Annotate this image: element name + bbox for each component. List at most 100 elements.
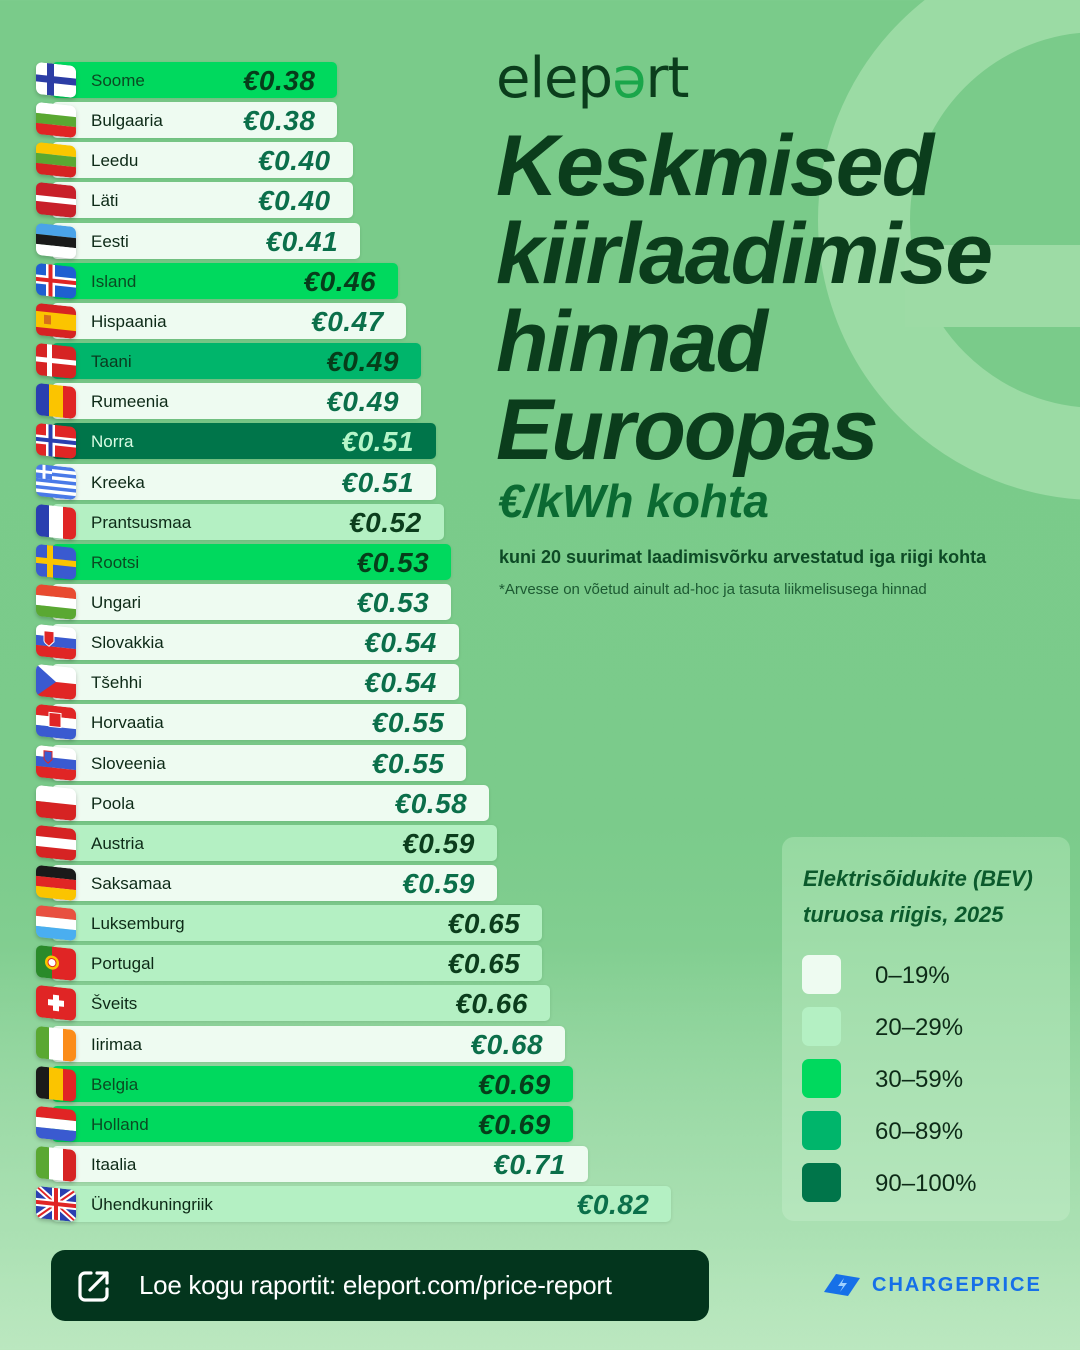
flag-ireland-icon [36,1025,76,1062]
price-bar: Rootsi €0.53 [52,543,452,580]
chargeprice-wordmark: CHARGEPRICE [872,1274,1042,1296]
price-value: €0.49 [326,386,399,418]
country-label: Iirimaa [91,1034,143,1054]
country-label: Belgia [91,1074,139,1094]
price-bar: Soome €0.38 [52,62,338,98]
price-value: €0.68 [470,1028,544,1060]
price-bar: Iirimaa €0.68 [52,1025,566,1062]
legend-swatch [802,1059,841,1098]
read-report-button[interactable]: Loe kogu raportit: eleport.com/price-rep… [51,1250,709,1321]
bar-row: Rumeenia €0.49 [0,383,700,420]
flag-iceland-icon [36,262,76,299]
flag-lithuania-icon [36,142,76,179]
flag-switzerland-icon [36,985,76,1022]
title-line: kiirlaadimise [496,206,993,302]
price-value: €0.38 [242,65,316,96]
bar-row: Austria €0.59 [0,824,700,861]
price-bar: Norra €0.51 [52,423,437,460]
read-report-link[interactable]: Loe kogu raportit: eleport.com/price-rep… [139,1270,612,1300]
country-label: Austria [91,833,144,853]
price-value: €0.49 [326,346,399,378]
bar-row: Belgia €0.69 [0,1065,700,1102]
bar-row: Saksamaa €0.59 [0,864,700,902]
flag-bulgaria-icon [36,102,76,139]
flag-greece-icon [36,463,76,500]
title-line: Keskmised [496,118,934,214]
flag-czechia-icon [36,664,76,701]
legend-item: 0–19% [802,955,1052,995]
bar-row: Bulgaaria €0.38 [0,102,700,139]
country-label: Ungari [91,592,142,612]
unit-subtitle: €/kWh kohta [498,475,769,527]
price-bar: Ungari €0.53 [52,583,452,620]
flag-norway-icon [36,423,76,460]
country-label: Horvaatia [91,713,164,733]
country-label: Prantsusmaa [91,512,192,532]
price-value: €0.82 [576,1189,650,1221]
price-bar: Rumeenia €0.49 [52,383,421,420]
flag-slovakia-icon [36,623,76,661]
bar-row: Luksemburg €0.65 [0,905,700,942]
legend-swatch [802,1163,841,1202]
legend-label: 90–100% [875,1170,977,1197]
price-value: €0.66 [455,988,528,1020]
bar-row: Eesti €0.41 [0,222,700,259]
flag-hungary-icon [36,583,76,621]
price-bar: Eesti €0.41 [52,222,361,259]
price-bar: Portugal €0.65 [52,945,543,982]
flag-italy-icon [36,1145,76,1183]
price-bar: Kreeka €0.51 [52,463,437,500]
price-bar: Bulgaaria €0.38 [52,102,338,139]
country-label: Portugal [91,954,155,974]
flag-netherlands-icon [36,1105,76,1142]
legend-item: 60–89% [802,1111,1052,1151]
price-value: €0.54 [364,627,437,659]
country-label: Rumeenia [91,392,169,412]
flag-luxembourg-icon [36,905,76,942]
price-bar: Leedu €0.40 [52,142,353,179]
price-bar: Prantsusmaa €0.52 [52,503,444,540]
external-link-icon [78,1271,109,1302]
price-bar: Slovakkia €0.54 [52,624,459,661]
price-bar: Itaalia €0.71 [52,1146,588,1183]
legend-label: 30–59% [875,1066,964,1093]
price-bar: Belgia €0.69 [52,1065,573,1102]
country-label: Eesti [91,231,129,251]
bar-row: Taani €0.49 [0,342,700,380]
country-label: Itaalia [91,1155,137,1175]
price-value: €0.69 [478,1068,551,1100]
flag-uk-icon [36,1186,76,1223]
price-value: €0.51 [341,426,415,458]
price-value: €0.59 [402,827,475,859]
bar-row: Läti €0.40 [0,182,700,219]
price-value: €0.52 [349,506,422,538]
price-value: €0.53 [356,546,430,578]
bar-row: Rootsi €0.53 [0,543,700,580]
price-bar: Austria €0.59 [52,824,497,861]
price-value: €0.54 [364,667,437,699]
legend-swatch [802,1007,841,1046]
price-value: €0.65 [447,948,521,980]
price-bar: Tšehhi €0.54 [52,664,459,701]
country-label: Hispaania [91,311,167,331]
bar-row: Holland €0.69 [0,1105,700,1142]
price-value: €0.59 [402,868,475,899]
price-value: €0.46 [303,265,377,297]
methodology-text: kuni 20 suurimat laadimisvõrku arvestatu… [499,547,987,567]
country-label: Rootsi [91,552,140,572]
price-value: €0.40 [258,145,331,177]
country-label: Šveits [91,994,138,1014]
country-label: Taani [91,352,132,372]
price-value: €0.71 [493,1149,566,1181]
title-line: hinnad [496,294,768,390]
country-label: Island [91,271,137,291]
page-title: Keskmised kiirlaadimise hinnad Euroopas [496,122,1056,474]
bar-row: Leedu €0.40 [0,142,700,179]
country-label: Slovakkia [91,633,164,653]
price-value: €0.58 [394,787,468,819]
legend-label: 0–19% [875,962,950,989]
country-label: Luksemburg [91,914,185,934]
price-value: €0.69 [478,1108,551,1140]
bar-row: Ungari €0.53 [0,583,700,621]
legend-title: Elektrisõidukite (BEV) turuosa riigis, 2… [803,866,1033,927]
